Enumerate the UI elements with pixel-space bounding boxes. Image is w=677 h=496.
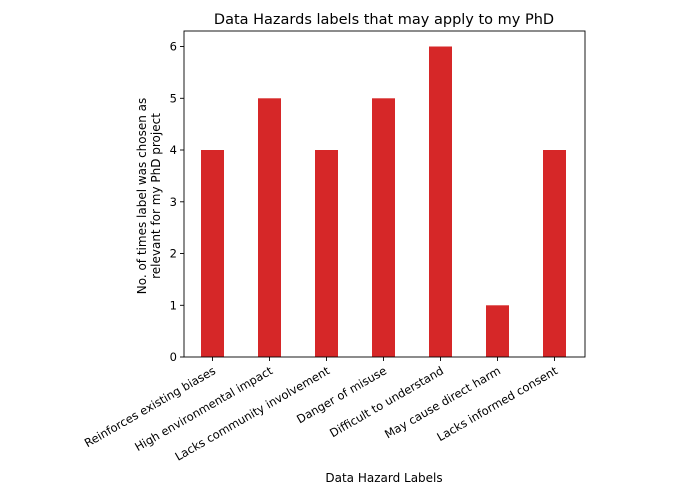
bar bbox=[543, 150, 566, 357]
bar bbox=[258, 98, 281, 358]
plot-frame bbox=[183, 30, 586, 358]
y-tick-label: 2 bbox=[170, 247, 177, 261]
y-tick-label: 0 bbox=[170, 350, 177, 364]
bar bbox=[315, 150, 338, 357]
bar bbox=[372, 98, 395, 358]
y-tick-label: 5 bbox=[170, 91, 177, 105]
y-tick-label: 6 bbox=[170, 40, 177, 54]
y-axis-title-line-1: No. of times label was chosen as bbox=[135, 98, 149, 295]
y-tick-label: 1 bbox=[170, 298, 177, 312]
y-tick-label: 3 bbox=[170, 195, 177, 209]
y-axis-title-line-2: relevant for my PhD project bbox=[149, 113, 163, 279]
chart-title: Data Hazards labels that may apply to my… bbox=[214, 12, 554, 28]
bar bbox=[486, 305, 509, 357]
bar bbox=[201, 150, 224, 357]
y-axis-title: No. of times label was chosen as relevan… bbox=[135, 98, 163, 295]
x-axis-title: Data Hazard Labels bbox=[325, 471, 442, 485]
y-tick-label: 4 bbox=[170, 143, 177, 157]
bar bbox=[429, 46, 452, 357]
